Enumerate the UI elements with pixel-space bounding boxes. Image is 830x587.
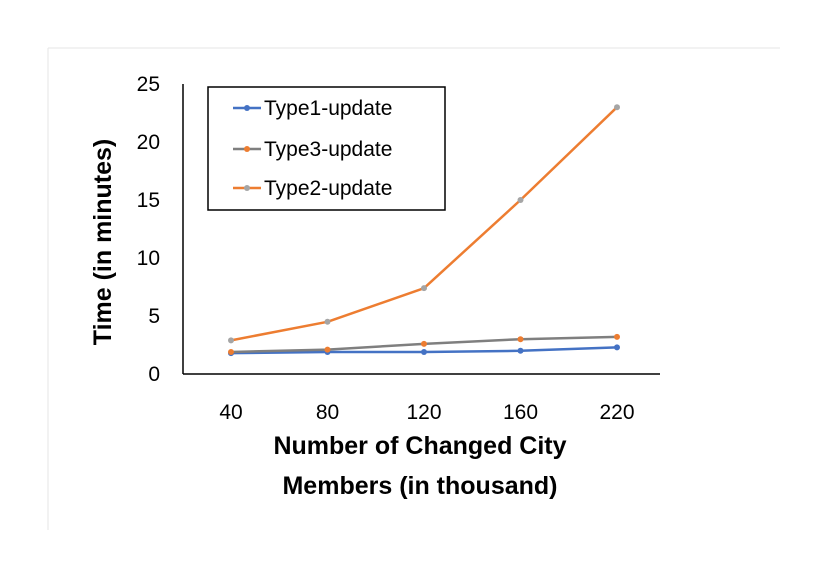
data-point: [228, 348, 234, 355]
x-axis-title-line-1: Number of Changed City: [273, 432, 566, 460]
y-tick-label: 20: [137, 131, 160, 154]
y-tick-label: 10: [137, 247, 160, 270]
data-point: [421, 348, 427, 355]
legend-item: Type1-update: [233, 97, 392, 120]
axes: [182, 84, 660, 375]
data-point: [324, 346, 331, 353]
legend-label: Type3-update: [264, 138, 392, 161]
series-type3-update: [228, 333, 620, 355]
y-tick-labels: 0 5 10 15 20 25: [137, 73, 160, 386]
legend-items: Type1-update Type3-update Type2-update: [233, 97, 392, 200]
x-tick-label: 120: [406, 401, 441, 424]
y-tick-label: 25: [137, 73, 160, 96]
data-point: [517, 197, 524, 203]
legend-item: Type3-update: [233, 138, 392, 161]
x-tick-label: 80: [316, 401, 339, 424]
y-tick-label: 15: [137, 189, 160, 212]
data-point: [517, 347, 524, 354]
data-point: [517, 336, 524, 343]
y-tick-label: 0: [148, 363, 160, 386]
x-tick-label: 160: [503, 401, 538, 424]
data-point: [614, 344, 620, 351]
legend-swatch-marker: [244, 105, 250, 111]
data-point: [228, 337, 234, 344]
series-type2-update: [228, 104, 620, 344]
legend-item: Type2-update: [233, 177, 392, 200]
legend-swatch-marker: [244, 185, 250, 191]
legend-label: Type2-update: [264, 177, 392, 200]
x-axis-title-line-2: Members (in thousand): [282, 472, 557, 500]
y-tick-label: 5: [148, 305, 160, 328]
x-tick-label: 220: [599, 401, 634, 424]
x-tick-label: 40: [219, 401, 242, 424]
legend-swatch-marker: [244, 146, 250, 152]
data-point: [614, 333, 620, 340]
legend-label: Type1-update: [264, 97, 392, 120]
x-tick-labels: 40 80 120 160 220: [219, 401, 634, 424]
legend: Type1-update Type3-update Type2-update: [207, 86, 446, 211]
data-point: [614, 104, 620, 111]
data-point: [421, 285, 427, 292]
y-axis-title: Time (in minutes): [89, 139, 117, 346]
data-point: [324, 318, 331, 325]
data-point: [421, 340, 427, 347]
series-lines: [228, 104, 620, 357]
